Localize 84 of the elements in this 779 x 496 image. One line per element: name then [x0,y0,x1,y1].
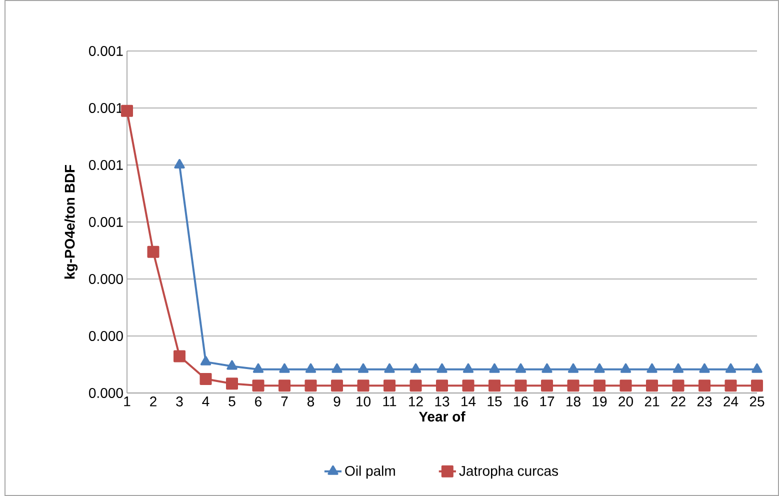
point [174,159,185,168]
point [252,380,264,392]
point [724,380,737,392]
point [200,356,212,366]
point [331,380,344,392]
point [541,380,554,392]
point [278,380,291,392]
x-tick-label: 14 [462,396,476,406]
point [436,363,448,373]
point [252,363,264,373]
y-axis-title: kg-PO4e/ton BDF [64,164,78,279]
point [436,380,448,392]
y-tick-label: 0.001 [88,217,123,227]
y-tick-label: 0.000 [88,331,123,341]
x-tick-label: 12 [409,396,423,406]
y-tick-label: 0.000 [88,388,123,398]
point [594,363,605,373]
point [174,350,186,362]
point [620,363,632,373]
x-tick-label: 11 [383,396,396,406]
point [384,380,396,392]
x-tick-label: 24 [724,396,738,406]
y-tick-label: 0.001 [88,103,123,113]
x-tick-label: 21 [644,396,660,406]
point [226,378,238,390]
point [488,380,501,392]
point [489,363,500,373]
y-tick-label: 0.000 [88,274,123,284]
y-tick-label: 0.001 [88,160,123,170]
point [384,363,395,373]
x-tick-label: 2 [150,396,156,406]
x-tick-label: 7 [281,396,288,406]
point [200,373,212,386]
x-tick-label: 10 [356,396,370,406]
x-tick-label: 4 [202,396,210,406]
x-tick-label: 1 [124,396,130,406]
point [646,380,658,392]
point [699,363,710,373]
x-tick-label: 17 [540,396,554,406]
point [121,104,133,117]
point [462,363,474,373]
point [567,380,580,392]
point [568,363,579,373]
x-tick-label: 23 [697,396,712,406]
y-tick-label: 0.001 [88,46,123,56]
x-tick-label: 9 [334,396,340,406]
legend-label: Oil palm [345,466,395,479]
legend-label: Jatropha curcas [459,466,558,479]
point [332,363,342,373]
point [305,363,316,373]
x-tick-label: 18 [566,396,580,406]
x-tick-label: 6 [255,396,262,406]
point [672,380,684,392]
point [594,380,606,392]
point [357,380,370,392]
x-tick-label: 16 [514,396,528,406]
point [514,380,527,392]
point [751,380,764,392]
x-tick-label: 19 [592,396,607,406]
x-tick-label: 15 [488,396,502,406]
point [279,363,290,373]
point [410,363,422,373]
point [672,363,684,373]
point [147,246,160,258]
x-tick-label: 13 [435,396,450,406]
point [515,363,526,373]
point [725,363,736,373]
x-tick-label: 5 [228,396,236,406]
x-tick-label: 20 [618,396,633,406]
x-tick-label: 25 [750,396,764,406]
x-tick-label: 22 [671,396,686,406]
point [462,380,474,392]
x-tick-label: 3 [176,396,183,406]
point [542,363,552,373]
point [752,363,762,373]
point [646,363,658,373]
point [620,380,632,392]
point [410,380,422,392]
point [698,380,711,392]
point [226,360,238,370]
x-tick-label: 8 [307,396,314,406]
x-axis-title: Year of [418,411,466,422]
point [358,363,369,373]
point [304,380,317,392]
